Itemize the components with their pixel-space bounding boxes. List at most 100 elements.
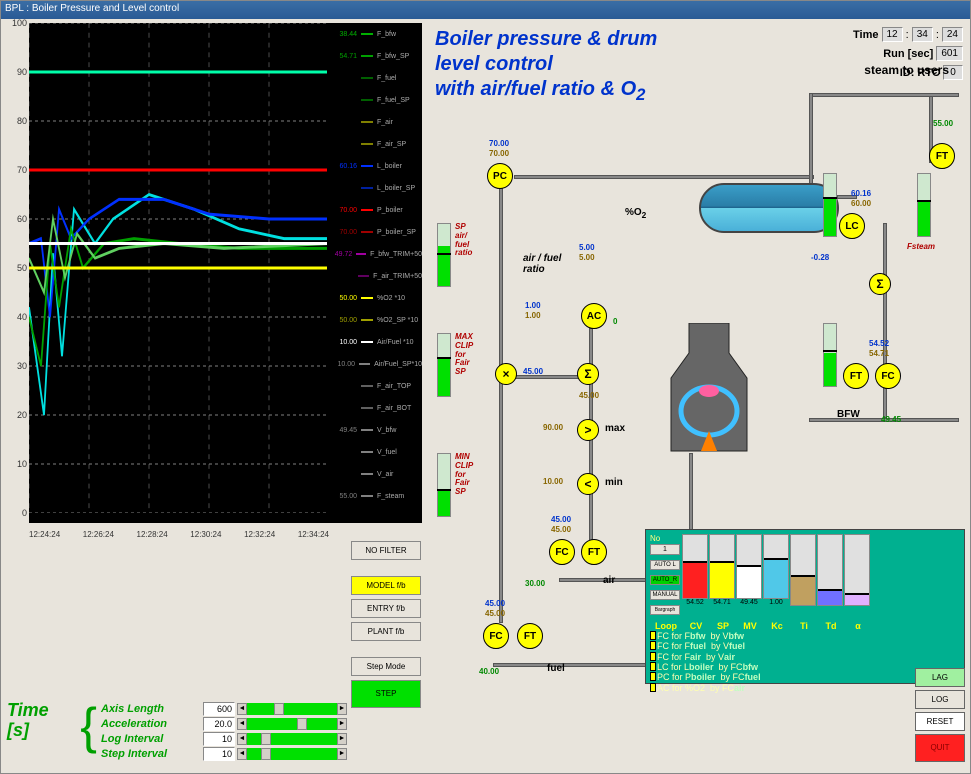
lc-controller[interactable]: LC <box>839 213 865 239</box>
param-value[interactable]: 600 <box>203 702 235 716</box>
operator-Σ: Σ <box>869 273 891 295</box>
chart-y-axis: 1009080706050403020100 <box>7 23 29 523</box>
setpoint-bar[interactable] <box>437 223 451 287</box>
loop-row[interactable]: PC for Pboiler by FCfuel <box>650 672 960 682</box>
ytick: 80 <box>17 116 27 126</box>
ytick: 30 <box>17 361 27 371</box>
value-label: 1.00 <box>525 301 541 310</box>
tuning-bar[interactable] <box>844 534 870 606</box>
pipe <box>809 93 813 188</box>
time-param-row: Acceleration 20.0 ◄► <box>101 716 347 731</box>
ytick: 90 <box>17 67 27 77</box>
tuning-col-hdr: Ti <box>791 621 817 631</box>
fc-controller[interactable]: FC <box>483 623 509 649</box>
brace-icon: { <box>80 701 97 761</box>
param-slider[interactable]: ◄► <box>237 703 347 715</box>
xtick: 12:30:24 <box>190 530 221 539</box>
param-value[interactable]: 20.0 <box>203 717 235 731</box>
tuning-col-hdr: CV <box>683 621 709 631</box>
clock-m: 34 <box>912 27 933 42</box>
legend-item: F_air_SP <box>327 133 422 155</box>
bargraph-button[interactable]: Bargraph <box>650 605 680 615</box>
legend-item: F_air <box>327 111 422 133</box>
ac-controller[interactable]: AC <box>581 303 607 329</box>
loop-num[interactable]: 1 <box>650 544 680 555</box>
operator-Σ: Σ <box>577 363 599 385</box>
tuning-bar[interactable]: 54.71 <box>709 534 735 606</box>
entry-button[interactable]: ENTRY f/b <box>351 599 421 618</box>
reset-button[interactable]: RESET <box>915 712 965 731</box>
legend-item: F_fuel_SP <box>327 89 422 111</box>
param-slider[interactable]: ◄► <box>237 718 347 730</box>
legend-item: F_air_BOT <box>327 397 422 419</box>
ytick: 10 <box>17 459 27 469</box>
loop-row[interactable]: LC for Lboiler by FCbfw <box>650 662 960 672</box>
o2-label: %O2 <box>625 207 646 220</box>
manual-button[interactable]: MANUAL <box>650 590 680 600</box>
operator->: > <box>577 419 599 441</box>
param-slider[interactable]: ◄► <box>237 733 347 745</box>
bar-label: MAXCLIPforFairSP <box>455 333 473 377</box>
step-mode-button[interactable]: Step Mode <box>351 657 421 676</box>
quit-button[interactable]: QUIT <box>915 734 965 762</box>
param-name: Step Interval <box>101 748 201 760</box>
plant-button[interactable]: PLANT f/b <box>351 622 421 641</box>
loop-row[interactable]: FC for Ffuel by Vfuel <box>650 641 960 651</box>
clock-h: 12 <box>882 27 903 42</box>
step-button[interactable]: STEP <box>351 680 421 708</box>
legend-item: 60.16L_boiler <box>327 155 422 177</box>
pc-controller[interactable]: PC <box>487 163 513 189</box>
window-titlebar: BPL : Boiler Pressure and Level control <box>1 1 970 19</box>
fc-controller[interactable]: FC <box>875 363 901 389</box>
clock-s: 24 <box>942 27 963 42</box>
tuning-bar[interactable]: 54.52 <box>682 534 708 606</box>
time-param-row: Log Interval 10 ◄► <box>101 731 347 746</box>
run-label: Run [sec] <box>883 48 933 60</box>
time-param-row: Step Interval 10 ◄► <box>101 746 347 761</box>
ytick: 100 <box>12 18 27 28</box>
legend-item: F_air_TOP <box>327 375 422 397</box>
tuning-bar[interactable] <box>817 534 843 606</box>
loop-list: FC for Fbfw by VbfwFC for Ffuel by Vfuel… <box>650 631 960 693</box>
loop-row[interactable]: FC for Fair by Vair <box>650 652 960 662</box>
setpoint-bar[interactable] <box>437 453 451 517</box>
setpoint-bar[interactable] <box>437 333 451 397</box>
value-label: 1.00 <box>525 311 541 320</box>
fc-controller[interactable]: FC <box>549 539 575 565</box>
value-label: 45.00 <box>523 367 543 376</box>
boiler-drum <box>699 183 839 233</box>
ytick: 50 <box>17 263 27 273</box>
legend-item: F_air_TRIM+50 <box>327 265 422 287</box>
fsteam-label: Fsteam <box>907 243 935 252</box>
loop-row[interactable]: AC for %O2 by FCair <box>650 683 960 693</box>
log-button[interactable]: LOG <box>915 690 965 709</box>
ft-controller: FT <box>929 143 955 169</box>
legend-item: L_boiler_SP <box>327 177 422 199</box>
auto-r-button[interactable]: AUTO_R <box>650 575 680 585</box>
legend-item: 10.00Air/Fuel_SP*10 <box>327 353 422 375</box>
tuning-bar[interactable]: 49.45 <box>736 534 762 606</box>
param-value[interactable]: 10 <box>203 732 235 746</box>
time-heading: Time[s] <box>7 701 76 761</box>
button-column: NO FILTER MODEL f/b ENTRY f/b PLANT f/b … <box>351 541 421 712</box>
tuning-header: LoopCVSPMVKcTiTdα <box>650 621 960 631</box>
loop-row[interactable]: FC for Fbfw by Vbfw <box>650 631 960 641</box>
auto-l-button[interactable]: AUTO L <box>650 560 680 570</box>
param-value[interactable]: 10 <box>203 747 235 761</box>
tuning-bar[interactable] <box>790 534 816 606</box>
value-label: 45.00 <box>485 609 505 618</box>
process-diagram-panel: Boiler pressure & drumlevel controlwith … <box>429 23 969 768</box>
param-slider[interactable]: ◄► <box>237 748 347 760</box>
value-label: 54.71 <box>869 349 889 358</box>
model-button[interactable]: MODEL f/b <box>351 576 421 595</box>
time-label: Time <box>853 29 878 41</box>
no-filter-button[interactable]: NO FILTER <box>351 541 421 560</box>
lag-button[interactable]: LAG <box>915 668 965 687</box>
tuning-col-hdr: SP <box>710 621 736 631</box>
air-fuel-ratio-label: air / fuelratio <box>523 253 561 275</box>
value-label: 55.00 <box>933 119 953 128</box>
legend-item: 55.00F_steam <box>327 485 422 507</box>
xtick: 12:28:24 <box>137 530 168 539</box>
right-button-column: LAG LOG RESET QUIT <box>915 668 965 762</box>
tuning-bar[interactable]: 1.00 <box>763 534 789 606</box>
